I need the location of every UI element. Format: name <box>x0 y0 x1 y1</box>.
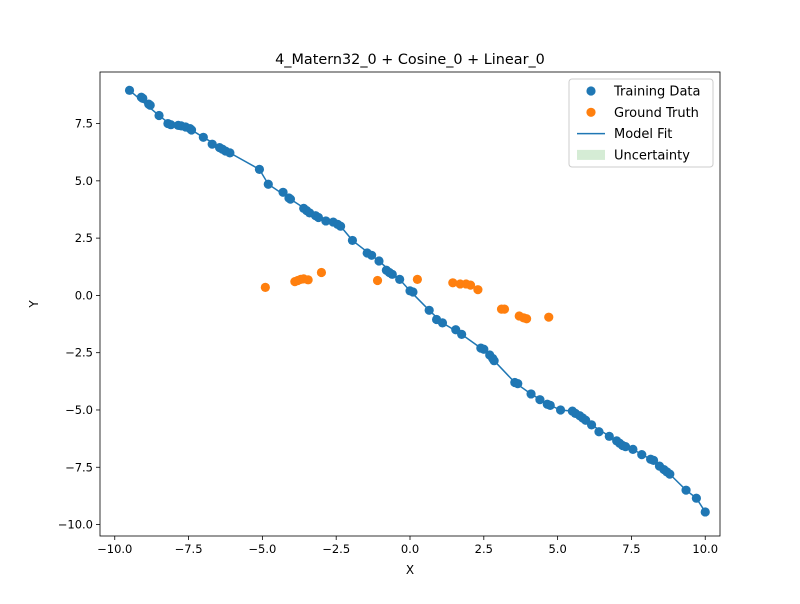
training-data-point <box>437 318 448 328</box>
ground-truth-point <box>473 285 483 295</box>
training-data-point <box>313 212 324 223</box>
training-data-point <box>555 405 566 415</box>
training-data-point <box>374 256 384 266</box>
training-data-point <box>535 395 545 405</box>
x-tick-label: −2.5 <box>322 542 350 556</box>
legend-label: Training Data <box>613 85 700 100</box>
y-tick-label: −5.0 <box>65 403 93 417</box>
y-tick-label: 2.5 <box>75 231 93 245</box>
x-tick-label: 7.5 <box>622 542 640 556</box>
legend-label: Model Fit <box>614 127 672 142</box>
training-data-point <box>347 235 358 246</box>
training-data-point <box>637 450 647 460</box>
training-data-point <box>186 125 197 135</box>
training-data-point <box>145 100 155 110</box>
ground-truth-point <box>316 267 327 278</box>
ground-truth-point <box>303 275 313 285</box>
legend-label: Ground Truth <box>614 106 699 121</box>
x-axis: −10.0 −7.5 −5.0 −2.5 0.0 2.5 5.0 7.5 10.0 <box>97 536 718 556</box>
training-data-point <box>124 85 135 95</box>
legend-label: Uncertainty <box>614 148 690 163</box>
ground-truth-point <box>412 274 422 284</box>
legend-marker <box>586 86 596 96</box>
y-axis-label: Y <box>27 300 41 309</box>
training-data-point <box>424 305 434 315</box>
chart-title: 4_Matern32_0 + Cosine_0 + Linear_0 <box>275 52 545 68</box>
legend: Training Data Ground Truth Model Fit Uncert… <box>568 78 714 168</box>
training-data-point <box>620 442 631 452</box>
plot-area <box>124 85 710 517</box>
training-data-point <box>489 356 499 366</box>
y-tick-label: −7.5 <box>65 460 93 474</box>
ground-truth-point <box>465 280 476 290</box>
ground-truth-point <box>499 304 510 314</box>
training-data-point <box>457 329 467 339</box>
training-data-point <box>628 444 638 454</box>
training-data-point <box>263 179 273 189</box>
y-tick-label: 0.0 <box>75 288 93 302</box>
training-data-point <box>700 507 710 517</box>
x-axis-label: X <box>406 563 414 577</box>
ground-truth-point <box>522 314 532 324</box>
ground-truth-point <box>448 278 458 288</box>
y-tick-label: −2.5 <box>65 346 93 360</box>
x-tick-label: 5.0 <box>548 542 566 556</box>
training-data-point <box>367 250 377 260</box>
training-data-point <box>254 164 265 174</box>
training-data-point <box>336 221 346 231</box>
training-data-point <box>395 274 405 284</box>
x-tick-label: 0.0 <box>401 542 419 556</box>
x-tick-label: −7.5 <box>175 542 203 556</box>
training-data-point <box>681 485 691 495</box>
training-data-point <box>513 379 523 389</box>
training-data-point <box>387 269 397 279</box>
legend-marker <box>586 107 596 117</box>
ground-truth-point <box>372 275 383 286</box>
axes-frame <box>99 71 721 537</box>
y-tick-label: 7.5 <box>75 117 93 131</box>
x-tick-label: 10.0 <box>692 542 718 556</box>
training-data-point <box>545 400 555 410</box>
training-data-point <box>166 120 176 130</box>
y-axis: −10.0 −7.5 −5.0 −2.5 0.0 2.5 5.0 7.5 <box>58 117 100 532</box>
training-data-point <box>278 187 288 197</box>
legend-box <box>568 78 714 168</box>
legend-patch <box>577 149 605 160</box>
training-data-point <box>604 431 614 441</box>
y-tick-label: −10.0 <box>58 518 93 532</box>
training-data-point <box>285 194 296 204</box>
training-data-point <box>207 139 217 149</box>
training-data-point <box>526 389 536 399</box>
training-data-point <box>665 469 675 479</box>
training-data-point <box>225 148 235 158</box>
training-data-point <box>691 493 701 503</box>
training-data-point <box>594 427 604 437</box>
training-data-point <box>321 216 331 226</box>
training-data-point <box>154 110 164 121</box>
training-data-point <box>586 420 597 430</box>
training-data-point <box>479 344 489 354</box>
ground-truth-point <box>544 312 554 322</box>
x-tick-label: 2.5 <box>475 542 493 556</box>
x-tick-label: −10.0 <box>97 542 132 556</box>
training-data-point <box>198 132 208 142</box>
training-data-point <box>648 455 659 465</box>
y-tick-label: 5.0 <box>75 174 93 188</box>
training-data-point <box>408 287 418 297</box>
ground-truth-point <box>260 282 270 292</box>
training-data-point <box>138 93 148 103</box>
x-tick-label: −5.0 <box>248 542 276 556</box>
